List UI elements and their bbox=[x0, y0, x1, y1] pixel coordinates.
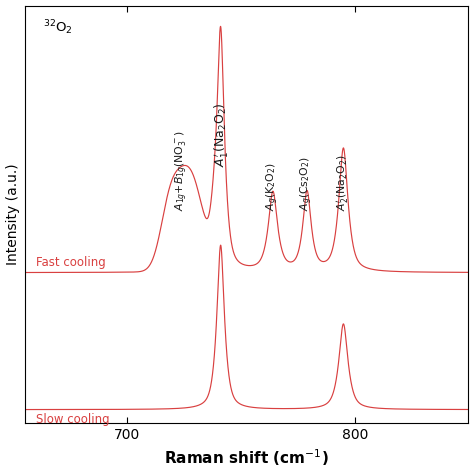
Text: $A_g$$(\mathrm{Cs_2O_2})$: $A_g$$(\mathrm{Cs_2O_2})$ bbox=[299, 156, 315, 211]
X-axis label: Raman shift (cm$^{-1}$): Raman shift (cm$^{-1}$) bbox=[164, 448, 329, 468]
Text: Fast cooling: Fast cooling bbox=[36, 256, 106, 269]
Y-axis label: Intensity (a.u.): Intensity (a.u.) bbox=[6, 164, 19, 265]
Text: $A_1'$$(\mathrm{Na_2O_2})$: $A_1'$$(\mathrm{Na_2O_2})$ bbox=[211, 102, 229, 166]
Text: Slow cooling: Slow cooling bbox=[36, 413, 110, 426]
Text: $A_{1g}$$+$$B_{1g}$$(\mathrm{NO_3^-})$: $A_{1g}$$+$$B_{1g}$$(\mathrm{NO_3^-})$ bbox=[174, 130, 190, 211]
Text: $^{32}$O$_2$: $^{32}$O$_2$ bbox=[43, 18, 73, 37]
Text: $A_g$$(\mathrm{K_2O_2})$: $A_g$$(\mathrm{K_2O_2})$ bbox=[264, 162, 281, 211]
Text: $A_2'$$(\mathrm{Na_2O_2})$: $A_2'$$(\mathrm{Na_2O_2})$ bbox=[336, 155, 351, 211]
